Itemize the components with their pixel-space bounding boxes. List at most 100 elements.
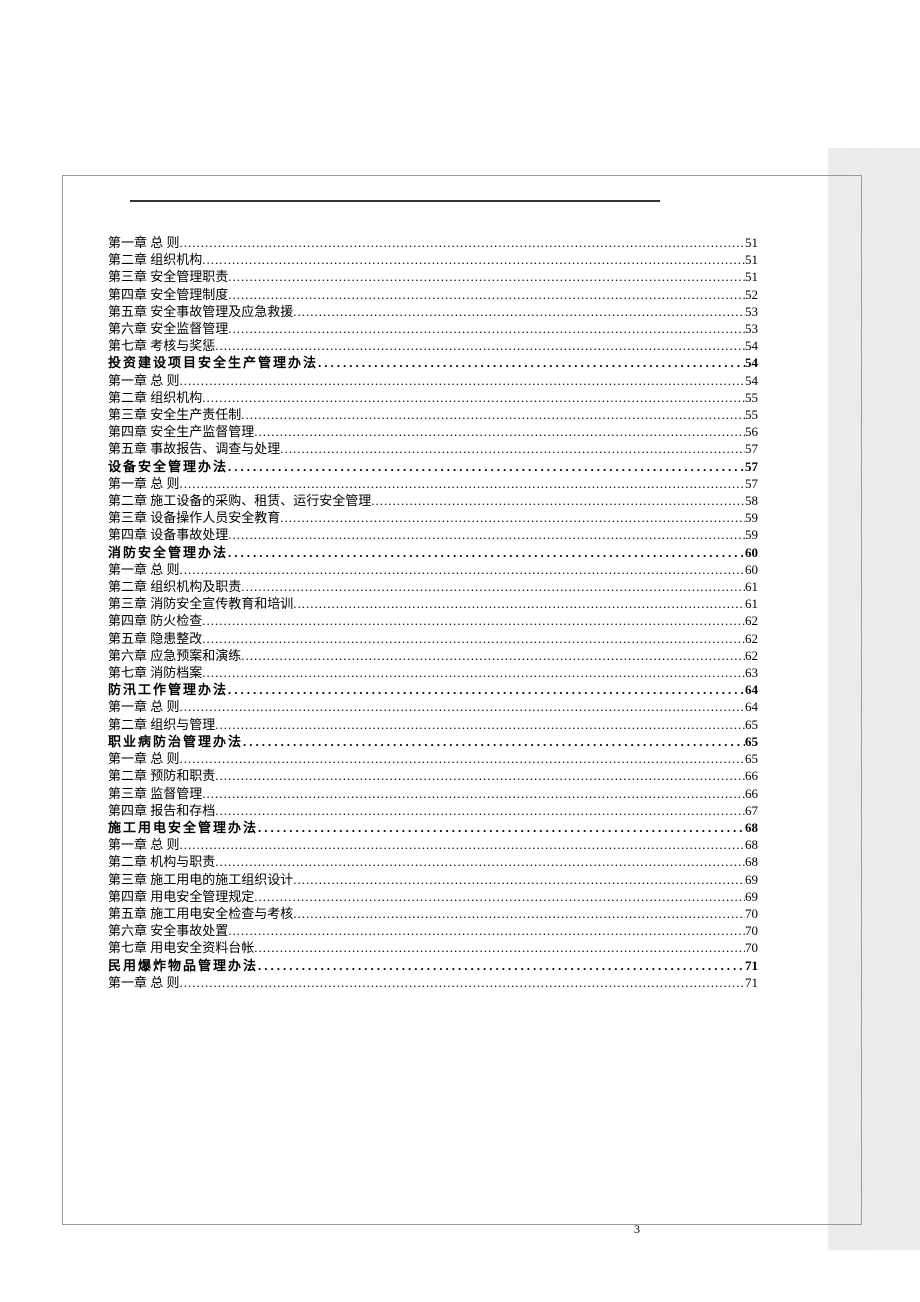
toc-label: 第四章 报告和存档: [108, 802, 215, 819]
toc-entry: 第三章 施工用电的施工组织设计69: [108, 871, 758, 888]
toc-leader: [180, 698, 745, 715]
toc-leader: [180, 836, 745, 853]
toc-label: 第三章 监督管理: [108, 785, 202, 802]
toc-entry: 第一章 总 则60: [108, 561, 758, 578]
toc-label: 第七章 用电安全资料台帐: [108, 939, 254, 956]
toc-entry: 第四章 设备事故处理 59: [108, 526, 758, 543]
toc-page: 57: [745, 458, 758, 475]
toc-page: 53: [745, 303, 758, 320]
toc-entry: 第六章 安全事故处置70: [108, 922, 758, 939]
toc-leader: [280, 440, 745, 457]
toc-label: 施工用电安全管理办法: [108, 819, 258, 836]
toc-label: 第五章 事故报告、调查与处理: [108, 440, 280, 457]
toc-page: 53: [745, 320, 758, 337]
toc-label: 第二章 施工设备的采购、租赁、运行安全管理: [108, 492, 371, 509]
toc-label: 民用爆炸物品管理办法: [108, 957, 258, 974]
toc-page: 54: [745, 372, 758, 389]
toc-page: 52: [745, 286, 758, 303]
toc-page: 54: [745, 354, 758, 371]
toc-label: 第二章 预防和职责: [108, 767, 215, 784]
toc-page: 64: [745, 681, 758, 698]
toc-leader: [202, 630, 745, 647]
toc-label: 第二章 组织与管理: [108, 716, 215, 733]
toc-entry: 第三章 安全生产责任制55: [108, 406, 758, 423]
toc-page: 51: [745, 251, 758, 268]
toc-entry: 第一章 总 则68: [108, 836, 758, 853]
toc-label: 第一章 总 则: [108, 836, 180, 853]
toc-leader: [228, 458, 745, 475]
toc-entry: 第五章 施工用电安全检查与考核70: [108, 905, 758, 922]
toc-label: 第四章 用电安全管理规定: [108, 888, 254, 905]
toc-page: 68: [745, 819, 758, 836]
toc-page: 61: [745, 578, 758, 595]
toc-entry: 第七章 用电安全资料台帐70: [108, 939, 758, 956]
toc-entry: 第二章 组织机构 51: [108, 251, 758, 268]
toc-page: 59: [745, 526, 758, 543]
toc-leader: [202, 389, 745, 406]
toc-leader: [228, 922, 745, 939]
toc-entry: 第四章 安全管理制度52: [108, 286, 758, 303]
toc-leader: [202, 785, 745, 802]
toc-label: 第一章 总 则: [108, 475, 180, 492]
toc-page: 60: [745, 544, 758, 561]
toc-leader: [228, 544, 745, 561]
toc-entry: 第五章 隐患整改 62: [108, 630, 758, 647]
toc-entry: 第一章 总 则65: [108, 750, 758, 767]
toc-leader: [293, 303, 745, 320]
toc-leader: [180, 234, 745, 251]
toc-entry: 第一章 总 则71: [108, 974, 758, 991]
toc-entry: 民用爆炸物品管理办法 71: [108, 957, 758, 974]
toc-entry: 第五章 安全事故管理及应急救援53: [108, 303, 758, 320]
toc-leader: [280, 509, 745, 526]
toc-label: 第四章 设备事故处理: [108, 526, 228, 543]
toc-page: 65: [745, 750, 758, 767]
toc-page: 54: [745, 337, 758, 354]
toc-entry: 施工用电安全管理办法 68: [108, 819, 758, 836]
toc-entry: 第三章 监督管理66: [108, 785, 758, 802]
toc-entry: 第四章 防火检查 62: [108, 612, 758, 629]
toc-label: 第二章 机构与职责: [108, 853, 215, 870]
toc-page: 67: [745, 802, 758, 819]
toc-page: 51: [745, 268, 758, 285]
toc-page: 62: [745, 630, 758, 647]
toc-page: 63: [745, 664, 758, 681]
table-of-contents: 第一章 总 则51第二章 组织机构51第三章 安全管理职责51第四章 安全管理制…: [108, 234, 758, 991]
toc-label: 防汛工作管理办法: [108, 681, 228, 698]
toc-page: 61: [745, 595, 758, 612]
toc-entry: 第二章 组织机构 55: [108, 389, 758, 406]
toc-label: 第五章 隐患整改: [108, 630, 202, 647]
toc-page: 55: [745, 389, 758, 406]
toc-entry: 第七章 消防档案63: [108, 664, 758, 681]
toc-leader: [180, 372, 745, 389]
toc-label: 第二章 组织机构及职责: [108, 578, 241, 595]
toc-label: 第六章 安全监督管理: [108, 320, 228, 337]
toc-label: 第二章 组织机构: [108, 389, 202, 406]
toc-entry: 投资建设项目安全生产管理办法 54: [108, 354, 758, 371]
toc-entry: 第七章 考核与奖惩 54: [108, 337, 758, 354]
toc-leader: [258, 957, 745, 974]
toc-entry: 职业病防治管理办法65: [108, 733, 758, 750]
toc-leader: [293, 905, 745, 922]
toc-page: 70: [745, 922, 758, 939]
toc-leader: [180, 475, 745, 492]
toc-leader: [215, 767, 745, 784]
toc-entry: 第五章 事故报告、调查与处理57: [108, 440, 758, 457]
toc-leader: [228, 268, 745, 285]
toc-page: 71: [745, 957, 758, 974]
toc-entry: 设备安全管理办法57: [108, 458, 758, 475]
toc-label: 第七章 考核与奖惩: [108, 337, 215, 354]
toc-page: 55: [745, 406, 758, 423]
toc-page: 56: [745, 423, 758, 440]
toc-page: 59: [745, 509, 758, 526]
toc-label: 投资建设项目安全生产管理办法: [108, 354, 318, 371]
toc-leader: [202, 664, 745, 681]
toc-page: 57: [745, 475, 758, 492]
toc-entry: 第一章 总 则51: [108, 234, 758, 251]
toc-label: 第四章 防火检查: [108, 612, 202, 629]
toc-entry: 第三章 消防安全宣传教育和培训61: [108, 595, 758, 612]
toc-label: 第二章 组织机构: [108, 251, 202, 268]
toc-leader: [215, 802, 745, 819]
toc-page: 62: [745, 612, 758, 629]
toc-page: 58: [745, 492, 758, 509]
toc-entry: 第三章 设备操作人员安全教育59: [108, 509, 758, 526]
